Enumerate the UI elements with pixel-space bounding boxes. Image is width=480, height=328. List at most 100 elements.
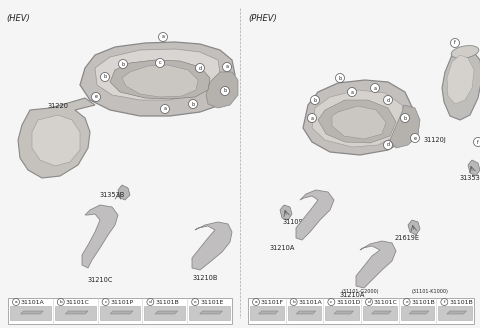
- Text: b: b: [313, 97, 317, 102]
- Polygon shape: [334, 311, 353, 314]
- Circle shape: [473, 137, 480, 147]
- Circle shape: [189, 99, 197, 109]
- Text: f: f: [444, 300, 445, 304]
- Text: c: c: [159, 60, 161, 66]
- Text: 31101A: 31101A: [21, 299, 45, 304]
- Text: f: f: [477, 139, 479, 145]
- Circle shape: [403, 298, 410, 305]
- Text: 31210B: 31210B: [193, 275, 218, 281]
- Text: b: b: [292, 300, 295, 304]
- Text: b: b: [338, 75, 342, 80]
- Polygon shape: [356, 241, 396, 288]
- Text: d: d: [368, 300, 371, 304]
- Circle shape: [451, 38, 459, 48]
- FancyBboxPatch shape: [10, 306, 51, 320]
- Circle shape: [252, 298, 260, 305]
- Text: c: c: [105, 300, 107, 304]
- Text: 21619E: 21619E: [395, 235, 420, 241]
- Circle shape: [92, 92, 100, 101]
- Circle shape: [156, 58, 165, 68]
- Polygon shape: [32, 115, 80, 166]
- Polygon shape: [296, 190, 334, 240]
- Polygon shape: [110, 311, 133, 314]
- Text: b: b: [403, 115, 407, 120]
- FancyBboxPatch shape: [189, 306, 230, 320]
- FancyBboxPatch shape: [248, 298, 474, 324]
- Circle shape: [441, 298, 448, 305]
- Text: 31109: 31109: [283, 219, 304, 225]
- Text: (PHEV): (PHEV): [248, 14, 277, 23]
- Text: 31101E: 31101E: [200, 299, 224, 304]
- Polygon shape: [122, 65, 198, 97]
- Polygon shape: [118, 185, 130, 200]
- FancyBboxPatch shape: [288, 306, 321, 320]
- Circle shape: [119, 59, 128, 69]
- Circle shape: [371, 84, 380, 92]
- FancyBboxPatch shape: [363, 306, 396, 320]
- Polygon shape: [200, 311, 222, 314]
- Text: 31353B: 31353B: [100, 192, 125, 198]
- Text: (HEV): (HEV): [6, 14, 30, 23]
- Text: a: a: [226, 65, 228, 70]
- FancyBboxPatch shape: [325, 306, 359, 320]
- Circle shape: [348, 88, 357, 96]
- Polygon shape: [80, 42, 235, 116]
- Circle shape: [311, 95, 320, 105]
- Circle shape: [100, 72, 109, 81]
- Circle shape: [147, 298, 154, 305]
- Circle shape: [384, 140, 393, 150]
- Text: 31101B: 31101B: [412, 299, 435, 304]
- Circle shape: [160, 105, 169, 113]
- Circle shape: [400, 113, 409, 122]
- Text: 31101B: 31101B: [156, 299, 179, 304]
- Text: f: f: [454, 40, 456, 46]
- Polygon shape: [192, 222, 232, 270]
- Circle shape: [192, 298, 199, 305]
- Polygon shape: [390, 105, 420, 148]
- Text: 31101D: 31101D: [336, 299, 360, 304]
- Circle shape: [220, 87, 229, 95]
- Text: b: b: [223, 89, 227, 93]
- Circle shape: [290, 298, 297, 305]
- Circle shape: [328, 298, 335, 305]
- FancyBboxPatch shape: [55, 306, 96, 320]
- Circle shape: [102, 298, 109, 305]
- Text: e: e: [95, 94, 97, 99]
- Text: 31101C: 31101C: [66, 299, 90, 304]
- Text: a: a: [350, 90, 353, 94]
- Text: e: e: [405, 300, 408, 304]
- Text: 31220: 31220: [48, 103, 69, 109]
- Text: d: d: [386, 97, 390, 102]
- Polygon shape: [468, 160, 480, 176]
- Text: 31120J: 31120J: [424, 137, 447, 143]
- Polygon shape: [332, 106, 386, 139]
- Polygon shape: [82, 205, 118, 268]
- Text: d: d: [149, 300, 152, 304]
- Polygon shape: [303, 80, 412, 155]
- Text: a: a: [161, 34, 165, 39]
- Circle shape: [365, 298, 372, 305]
- Text: 31210C: 31210C: [88, 277, 113, 283]
- FancyBboxPatch shape: [144, 306, 185, 320]
- Text: d: d: [386, 142, 390, 148]
- Text: 31353B: 31353B: [460, 175, 480, 181]
- Text: a: a: [164, 107, 167, 112]
- Circle shape: [223, 63, 231, 72]
- Polygon shape: [296, 311, 316, 314]
- Polygon shape: [21, 311, 43, 314]
- Text: a: a: [255, 300, 257, 304]
- Text: b: b: [103, 74, 107, 79]
- Polygon shape: [18, 98, 95, 178]
- Polygon shape: [259, 311, 278, 314]
- Polygon shape: [408, 220, 420, 235]
- Text: (31101-G2000): (31101-G2000): [341, 289, 379, 294]
- Polygon shape: [409, 311, 429, 314]
- Text: c: c: [330, 300, 333, 304]
- Text: 31101A: 31101A: [299, 299, 323, 304]
- Polygon shape: [372, 311, 391, 314]
- Polygon shape: [206, 72, 238, 108]
- FancyBboxPatch shape: [438, 306, 472, 320]
- Circle shape: [12, 298, 20, 305]
- Polygon shape: [447, 55, 474, 104]
- Polygon shape: [312, 90, 406, 147]
